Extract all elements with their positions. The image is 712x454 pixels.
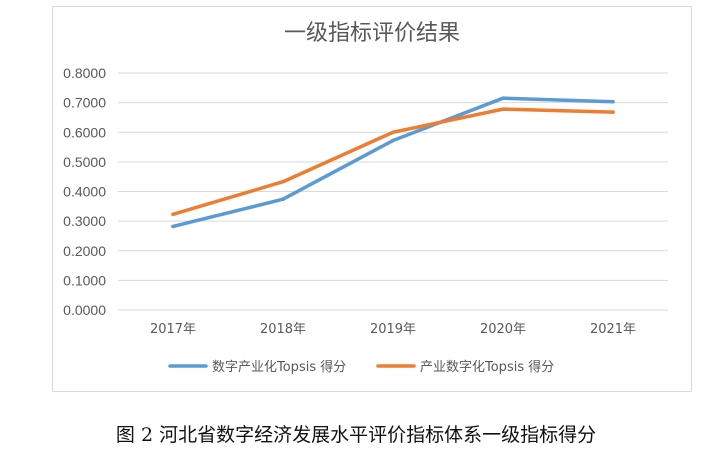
x-tick-label: 2021年 [590, 322, 636, 337]
data-point [171, 212, 175, 217]
x-tick-label: 2020年 [480, 322, 526, 337]
legend-label: 数字产业化Topsis 得分 [212, 359, 346, 375]
y-tick-label: 0.0000 [63, 302, 106, 318]
y-tick-label: 0.2000 [63, 243, 106, 259]
y-axis-ticks: 0.0000 0.1000 0.2000 0.3000 0.4000 0.5000 0.60… [63, 65, 106, 318]
gridlines [118, 72, 668, 311]
figure-caption: 图 2 河北省数字经济发展水平评价指标体系一级指标得分 [115, 424, 597, 446]
y-tick-label: 0.7000 [63, 95, 106, 111]
chart-title: 一级指标评价结果 [284, 20, 460, 45]
data-point [281, 197, 285, 202]
line-chart: 一级指标评价结果 0.00000.10000.20000.30000.40000… [63, 20, 668, 375]
chart-frame [52, 6, 692, 392]
legend-label: 产业数字化Topsis 得分 [420, 359, 554, 375]
y-tick-label: 0.6000 [63, 124, 106, 140]
data-point [501, 96, 505, 100]
x-tick-label: 2019年 [370, 322, 416, 337]
data-point [171, 224, 175, 229]
series-lines [171, 96, 615, 229]
data-point [281, 179, 285, 184]
legend: 数字产业化Topsis 得分 产业数字化Topsis 得分 [168, 359, 554, 375]
y-tick-label: 0.1000 [63, 272, 106, 288]
data-point [391, 138, 395, 143]
y-tick-label: 0.5000 [63, 154, 106, 170]
data-point [501, 107, 505, 111]
x-tick-label: 2017年 [150, 322, 196, 337]
data-point [611, 99, 615, 104]
x-tick-label: 2018年 [260, 322, 306, 337]
y-tick-label: 0.4000 [63, 184, 106, 200]
data-point [611, 110, 615, 114]
data-point [391, 130, 395, 135]
y-tick-label: 0.8000 [63, 65, 106, 81]
x-axis-ticks: 2017年 2018年 2019年 2020年 2021年 [150, 322, 636, 337]
y-tick-label: 0.3000 [63, 213, 106, 229]
